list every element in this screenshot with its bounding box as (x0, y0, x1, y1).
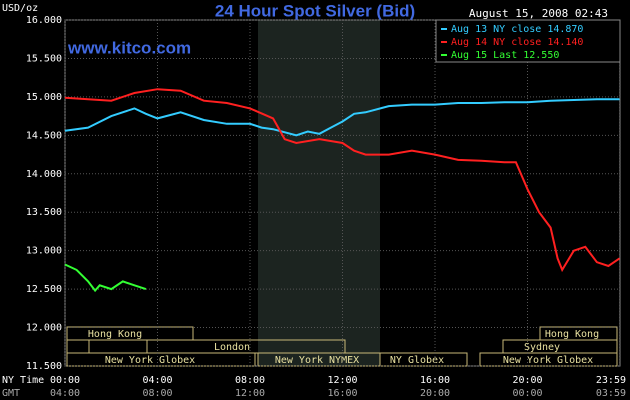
series-line (64, 98, 620, 137)
x2-axis-label: GMT (2, 388, 20, 399)
x-axis-label: NY Time (2, 375, 44, 386)
session-label: New York Globex (503, 355, 593, 366)
y-tick-label: 15.000 (26, 92, 62, 103)
x-tick-label: 08:00 (235, 375, 265, 386)
y-tick-label: 11.500 (26, 361, 62, 372)
gmt-tick-label: 04:00 (50, 388, 80, 399)
y-tick-label: 12.500 (26, 284, 62, 295)
gmt-tick-label: 00:00 (512, 388, 542, 399)
x-tick-label: 23:59 (596, 375, 626, 386)
y-tick-label: 14.000 (26, 169, 62, 180)
session-label: New York Globex (105, 355, 195, 366)
y-tick-label: 14.500 (26, 130, 62, 141)
chart-title: 24 Hour Spot Silver (Bid) (215, 1, 415, 20)
series-line (64, 263, 147, 293)
gmt-tick-label: 16:00 (327, 388, 357, 399)
y-tick-label: 13.000 (26, 246, 62, 257)
x-tick-label: 04:00 (142, 375, 172, 386)
legend-label: Aug 13 NY close 14.870 (451, 24, 583, 35)
gmt-tick-label: 03:59 (596, 388, 626, 399)
gmt-tick-label: 20:00 (420, 388, 450, 399)
x-tick-label: 20:00 (512, 375, 542, 386)
legend-label: Aug 14 NY close 14.140 (451, 37, 583, 48)
session-box (379, 352, 468, 367)
session-label: Sydney (524, 342, 560, 353)
timestamp: August 15, 2008 02:43 (469, 7, 608, 20)
x-tick-label: 16:00 (420, 375, 450, 386)
y-axis-label: USD/oz (2, 3, 38, 14)
nymex-shading (258, 20, 380, 366)
gmt-tick-label: 08:00 (142, 388, 172, 399)
y-tick-label: 16.000 (26, 15, 62, 26)
session-label: NY Globex (390, 355, 444, 366)
session-box (539, 326, 618, 341)
y-tick-label: 13.500 (26, 207, 62, 218)
session-label: London (214, 342, 250, 353)
session-box (66, 326, 194, 341)
legend-label: Aug 15 Last 12.550 (451, 50, 559, 61)
session-label: New York NYMEX (275, 355, 359, 366)
legend: Aug 13 NY close 14.870 Aug 14 NY close 14… (435, 19, 621, 63)
session-label: Hong Kong (545, 329, 599, 340)
legend-box (435, 19, 621, 63)
gmt-tick-label: 12:00 (235, 388, 265, 399)
session-label: Hong Kong (88, 329, 142, 340)
series-line (64, 88, 621, 273)
y-tick-label: 12.000 (26, 323, 62, 334)
source: www.kitco.com (67, 38, 191, 57)
y-tick-label: 15.500 (26, 53, 62, 64)
x-tick-label: 12:00 (327, 375, 357, 386)
x-tick-label: 00:00 (50, 375, 80, 386)
